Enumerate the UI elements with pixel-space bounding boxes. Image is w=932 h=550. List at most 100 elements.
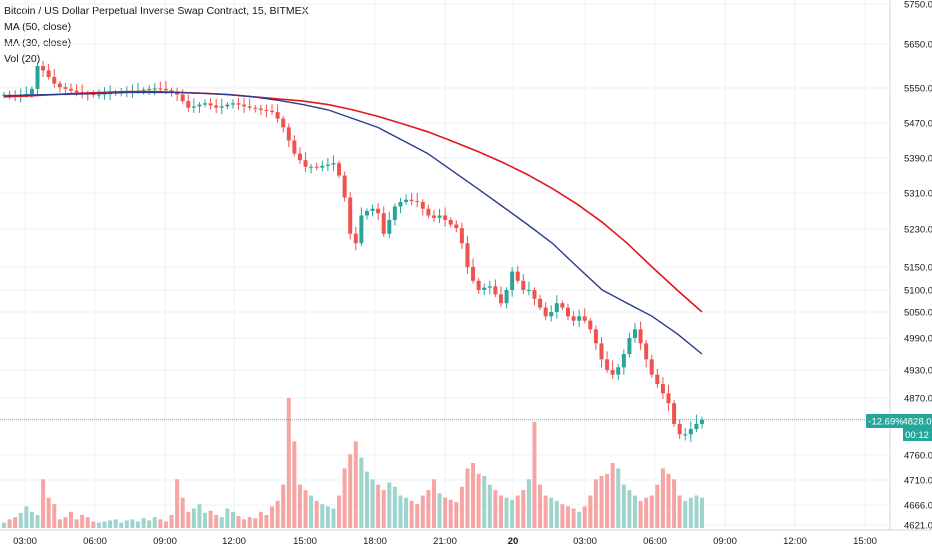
volume-bar (337, 495, 342, 528)
volume-bar (409, 500, 414, 528)
volume-bar (348, 454, 353, 528)
volume-bar (498, 495, 503, 528)
volume-bar (2, 522, 6, 528)
volume-bar (448, 499, 453, 528)
volume-bar (314, 500, 319, 528)
last-price-badge: 4828.0 (902, 414, 932, 428)
candle-body (152, 88, 157, 90)
countdown-text: 00:12 (905, 430, 929, 441)
volume-bar (342, 468, 347, 528)
time-tick-label: 06:00 (83, 536, 107, 547)
ma50-legend[interactable]: MA (50, close) (4, 21, 72, 33)
candle-body (543, 307, 548, 317)
volume-bar (493, 490, 498, 528)
candle-body (219, 106, 224, 108)
volume-bar (370, 479, 375, 528)
time-tick-label: 12:00 (783, 536, 807, 547)
candle-body (348, 197, 353, 234)
candle-body (404, 199, 409, 202)
volume-bar (208, 510, 213, 528)
candle-body (264, 109, 269, 111)
time-tick-label: 03:00 (573, 536, 597, 547)
candle-body (420, 202, 425, 209)
candle-body (443, 215, 448, 220)
candle-body (364, 211, 369, 216)
candle-body (476, 280, 481, 290)
candle-body (515, 271, 520, 281)
volume-bar (130, 519, 135, 528)
candle-body (392, 206, 397, 220)
volume-bar (24, 506, 29, 528)
candle-body (353, 233, 358, 244)
volume-bar (69, 511, 74, 528)
volume-legend[interactable]: Vol (20) (4, 53, 41, 65)
volume-bar (515, 495, 520, 528)
candle-body (638, 329, 643, 344)
volume-bar (605, 473, 610, 528)
volume-bar (124, 520, 129, 528)
candle-body (688, 429, 693, 435)
candle-body (91, 94, 96, 96)
volume-bar (644, 497, 649, 528)
price-tick-label: 5390.0 (904, 154, 932, 165)
candle-body (74, 90, 79, 93)
price-tick-label: 4930.0 (904, 366, 932, 377)
price-axis[interactable] (890, 0, 932, 530)
volume-bar (85, 517, 90, 528)
volume-bar (543, 495, 548, 528)
candle-body (577, 316, 582, 321)
volume-bar (320, 504, 325, 528)
volume-bar (175, 479, 180, 528)
candle-body (459, 228, 464, 244)
candle-body (565, 307, 570, 317)
volume-bar (571, 508, 576, 528)
candle-body (169, 90, 174, 92)
chart-legend: Bitcoin / US Dollar Perpetual Inverse Sw… (4, 3, 309, 67)
candle-body (29, 88, 34, 95)
candle-body (409, 199, 414, 202)
candle-body (297, 153, 302, 161)
time-axis[interactable] (0, 530, 932, 550)
candle-body (387, 220, 392, 234)
volume-bar (225, 508, 230, 528)
volume-bar (219, 517, 224, 528)
candle-body (275, 112, 280, 119)
volume-bar (376, 484, 381, 528)
volume-bar (510, 499, 515, 528)
price-tick-label: 5470.0 (904, 119, 932, 130)
volume-bar (57, 519, 62, 528)
volume-bar (616, 468, 621, 528)
volume-bar (141, 518, 146, 528)
volume-bar (108, 520, 113, 528)
volume-bar (236, 516, 241, 528)
candle-body (35, 66, 40, 89)
candle-body (2, 94, 6, 96)
volume-bar (649, 495, 654, 528)
candle-body (437, 215, 442, 218)
candle-body (498, 294, 503, 304)
volume-bar (459, 486, 464, 528)
volume-bar (392, 486, 397, 528)
price-tick-label: 4621.0 (904, 521, 932, 532)
volume-bar (203, 512, 208, 528)
candle-body (359, 215, 364, 244)
ma30-legend[interactable]: MA (30, close) (4, 37, 72, 49)
candle-body (487, 286, 492, 288)
candle-body (281, 118, 286, 128)
candle-body (337, 163, 342, 176)
candle-body (560, 303, 565, 308)
volume-bar (152, 517, 157, 528)
price-tick-label: 5650.0 (904, 40, 932, 51)
volume-bar (197, 504, 202, 528)
candle-body (493, 286, 498, 295)
volume-bar (258, 511, 263, 528)
candle-body (593, 329, 598, 344)
candle-body (683, 434, 688, 436)
candle-body (292, 140, 297, 154)
volume-bar (666, 473, 671, 528)
candle-body (605, 359, 610, 370)
candle-body (588, 320, 593, 330)
time-axis-labels: 03:00 06:00 09:00 12:00 15:00 18:00 21:00 20 03:… (13, 536, 877, 547)
candle-body (314, 166, 319, 168)
